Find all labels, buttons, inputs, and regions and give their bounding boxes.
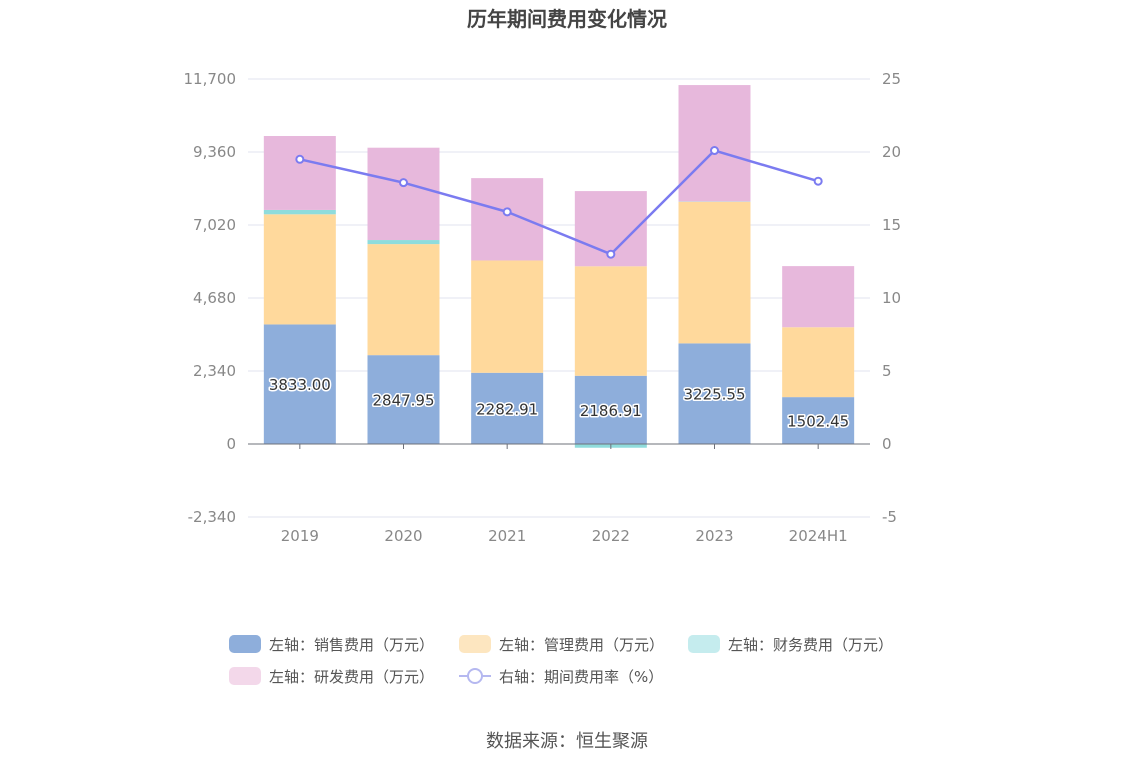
rate-line [299, 149, 819, 256]
x-tick-label: 2021 [488, 527, 526, 545]
bar-data-label: 2282.91 [476, 400, 538, 418]
bar-data-label: 2847.95 [372, 392, 434, 410]
bar-series [263, 85, 855, 448]
bar-data-label: 1502.45 [787, 413, 849, 431]
chart-title: 历年期间费用变化情况 [467, 7, 667, 31]
rate-point [502, 207, 512, 217]
bar-segment [678, 343, 751, 444]
left-tick-label: 4,680 [193, 289, 236, 307]
legend-label: 左轴：销售费用（万元） [269, 636, 434, 654]
bar-data-label: 2186.91 [580, 402, 642, 420]
legend: 左轴：销售费用（万元） 左轴：管理费用（万元） 左轴：财务费用（万元） 左轴：研发费用… [229, 635, 893, 686]
legend-swatch [229, 635, 261, 653]
rate-line-series [295, 146, 823, 259]
left-tick-label: 2,340 [193, 362, 236, 380]
bar-segment [367, 355, 440, 444]
rate-point [399, 178, 408, 188]
right-tick-label: 25 [882, 70, 901, 88]
left-tick-label: 9,360 [193, 143, 236, 161]
source-note: 数据来源：恒生聚源 [486, 731, 648, 752]
left-tick-label: 7,020 [193, 216, 236, 234]
x-tick-label: 2022 [592, 527, 630, 545]
x-tick-label: 2023 [695, 527, 733, 545]
legend-point-icon [467, 668, 483, 684]
bar-segment [263, 214, 336, 325]
bar-data-labels: 3833.00 2847.95 2282.91 2186.91 3225.55 1502.… [267, 375, 850, 432]
legend-label: 左轴：财务费用（万元） [728, 636, 893, 654]
bar-data-label: 3833.00 [269, 376, 331, 394]
x-tick-label: 2019 [281, 527, 319, 545]
right-tick-label: 15 [882, 216, 901, 234]
legend-swatch [229, 667, 261, 685]
right-tick-label: 5 [882, 362, 892, 380]
bar-segment [574, 266, 647, 376]
x-tick-label: 2020 [384, 527, 422, 545]
right-tick-label: 20 [882, 143, 901, 161]
bar-segment [782, 266, 855, 328]
left-tick-label: 11,700 [184, 70, 237, 88]
axes: 11,700 25 9,360 20 7,020 15 4,680 10 2,340 5 0 0 -2,… [184, 70, 902, 545]
legend-label: 左轴：管理费用（万元） [499, 636, 664, 654]
rate-point [813, 176, 823, 186]
bar-segment [471, 260, 544, 373]
legend-label: 右轴：期间费用率（%） [499, 668, 663, 686]
rate-point [710, 146, 719, 156]
legend-label: 左轴：研发费用（万元） [269, 668, 434, 686]
bar-segment [678, 85, 751, 202]
bar-segment [574, 375, 647, 444]
right-tick-label: 0 [882, 435, 892, 453]
left-tick-label: -2,340 [188, 508, 236, 526]
rate-point [606, 249, 616, 259]
bar-data-label: 3225.55 [683, 386, 745, 404]
bar-segment [782, 327, 855, 398]
x-tick-label: 2024H1 [789, 527, 848, 545]
bar-segment [471, 178, 544, 261]
legend-swatch [459, 635, 491, 653]
right-tick-label: 10 [882, 289, 901, 307]
right-tick-label: -5 [882, 508, 897, 526]
bar-segment [782, 397, 855, 444]
rate-point [295, 154, 305, 164]
bar-segment [367, 244, 440, 356]
bar-segment [263, 209, 336, 215]
bar-segment [471, 372, 544, 444]
bar-segment [263, 135, 336, 210]
left-tick-label: 0 [226, 435, 236, 453]
bar-segment [367, 147, 440, 241]
bar-segment [263, 324, 336, 444]
legend-swatch [688, 635, 720, 653]
grid-lines [248, 78, 870, 518]
bar-segment [678, 201, 751, 344]
bar-segment [367, 240, 440, 245]
